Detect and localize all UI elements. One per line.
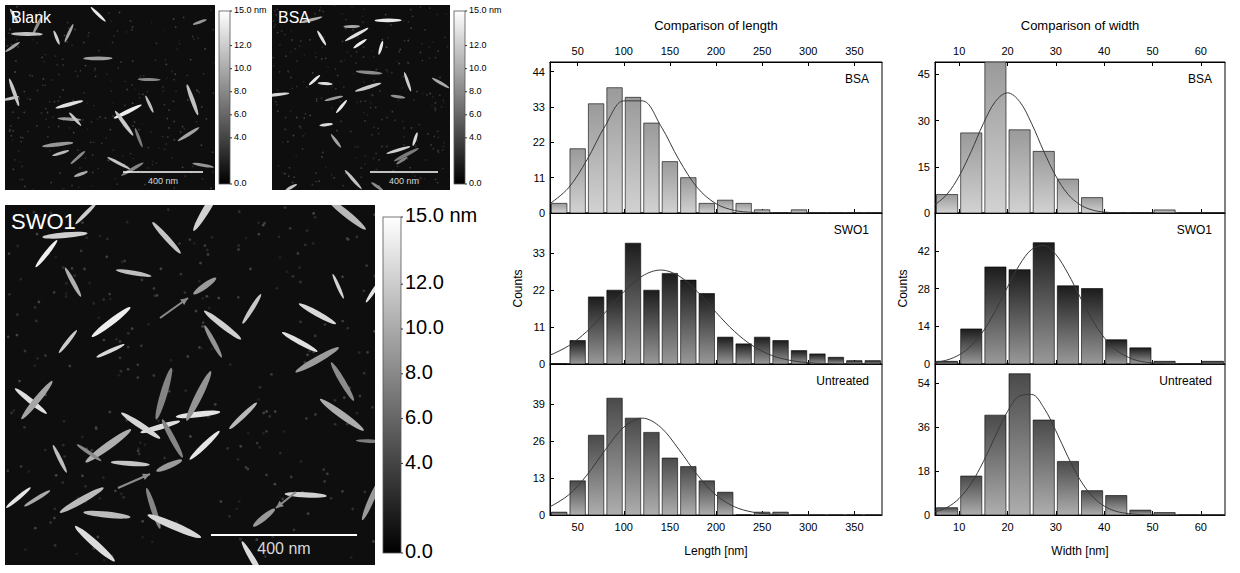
svg-text:39: 39 — [533, 398, 545, 410]
svg-text:10.0: 10.0 — [469, 63, 487, 73]
svg-text:200: 200 — [707, 45, 725, 57]
svg-text:SWO1: SWO1 — [834, 223, 870, 237]
svg-text:14: 14 — [918, 320, 930, 332]
svg-text:54: 54 — [918, 377, 930, 389]
svg-text:0: 0 — [924, 509, 930, 521]
svg-text:400 nm: 400 nm — [148, 176, 178, 186]
svg-text:0.0: 0.0 — [405, 540, 433, 562]
svg-text:15.0 nm: 15.0 nm — [469, 5, 502, 15]
svg-text:Counts: Counts — [896, 269, 910, 307]
svg-text:400 nm: 400 nm — [389, 176, 419, 186]
svg-text:150: 150 — [661, 521, 679, 533]
svg-text:60: 60 — [1195, 45, 1207, 57]
svg-text:SWO1: SWO1 — [1177, 223, 1213, 237]
svg-text:33: 33 — [533, 101, 545, 113]
svg-text:250: 250 — [753, 45, 771, 57]
svg-text:250: 250 — [753, 521, 771, 533]
svg-text:Length [nm]: Length [nm] — [684, 544, 747, 558]
svg-text:40: 40 — [1098, 45, 1110, 57]
svg-text:6.0: 6.0 — [234, 109, 247, 119]
svg-text:20: 20 — [1001, 521, 1013, 533]
svg-text:0: 0 — [539, 207, 545, 219]
svg-text:18: 18 — [918, 465, 930, 477]
svg-text:Untreated: Untreated — [816, 374, 869, 388]
svg-text:0: 0 — [539, 358, 545, 370]
svg-text:12.0: 12.0 — [405, 271, 444, 293]
svg-text:22: 22 — [533, 136, 545, 148]
svg-text:400 nm: 400 nm — [257, 540, 310, 557]
svg-text:Comparison of length: Comparison of length — [654, 18, 778, 33]
svg-text:42: 42 — [918, 245, 930, 257]
svg-text:11: 11 — [534, 321, 545, 333]
svg-text:150: 150 — [661, 45, 679, 57]
svg-text:50: 50 — [1146, 45, 1158, 57]
svg-text:12.0: 12.0 — [234, 40, 252, 50]
svg-text:36: 36 — [918, 421, 930, 433]
svg-text:SWO1: SWO1 — [11, 209, 76, 234]
svg-text:60: 60 — [1195, 521, 1207, 533]
svg-text:50: 50 — [572, 521, 584, 533]
svg-text:Blank: Blank — [11, 9, 52, 26]
svg-text:Width [nm]: Width [nm] — [1051, 544, 1108, 558]
svg-text:100: 100 — [615, 521, 633, 533]
svg-text:30: 30 — [918, 115, 930, 127]
svg-text:8.0: 8.0 — [234, 86, 247, 96]
svg-text:10: 10 — [953, 521, 965, 533]
svg-text:8.0: 8.0 — [469, 86, 482, 96]
svg-text:44: 44 — [533, 66, 545, 78]
svg-text:6.0: 6.0 — [405, 406, 433, 428]
svg-text:0.0: 0.0 — [469, 178, 482, 188]
svg-text:12.0: 12.0 — [469, 40, 487, 50]
svg-text:200: 200 — [707, 521, 725, 533]
svg-text:50: 50 — [1146, 521, 1158, 533]
svg-text:0.0: 0.0 — [234, 178, 247, 188]
svg-text:33: 33 — [533, 247, 545, 259]
svg-text:10.0: 10.0 — [405, 316, 444, 338]
svg-text:100: 100 — [615, 45, 633, 57]
svg-text:10.0: 10.0 — [234, 63, 252, 73]
svg-text:6.0: 6.0 — [469, 109, 482, 119]
svg-text:13: 13 — [533, 472, 545, 484]
svg-text:4.0: 4.0 — [234, 132, 247, 142]
svg-text:0: 0 — [539, 509, 545, 521]
svg-text:350: 350 — [845, 45, 863, 57]
svg-text:0: 0 — [924, 207, 930, 219]
svg-text:10: 10 — [953, 45, 965, 57]
svg-text:300: 300 — [799, 45, 817, 57]
svg-text:BSA: BSA — [278, 9, 310, 26]
svg-text:40: 40 — [1098, 521, 1110, 533]
svg-text:15.0 nm: 15.0 nm — [405, 204, 477, 226]
svg-text:4.0: 4.0 — [469, 132, 482, 142]
svg-text:Untreated: Untreated — [1159, 374, 1212, 388]
svg-text:8.0: 8.0 — [405, 361, 433, 383]
svg-text:50: 50 — [572, 45, 584, 57]
svg-text:300: 300 — [799, 521, 817, 533]
svg-text:22: 22 — [533, 284, 545, 296]
svg-text:30: 30 — [1050, 521, 1062, 533]
svg-text:0: 0 — [924, 358, 930, 370]
svg-text:26: 26 — [533, 435, 545, 447]
svg-text:15.0 nm: 15.0 nm — [234, 5, 267, 15]
svg-text:BSA: BSA — [1188, 72, 1212, 86]
svg-text:350: 350 — [845, 521, 863, 533]
svg-text:28: 28 — [918, 283, 930, 295]
svg-text:45: 45 — [918, 68, 930, 80]
svg-text:20: 20 — [1001, 45, 1013, 57]
svg-text:Comparison of width: Comparison of width — [1021, 18, 1140, 33]
svg-text:Counts: Counts — [511, 269, 525, 307]
svg-text:4.0: 4.0 — [405, 451, 433, 473]
svg-text:BSA: BSA — [845, 72, 869, 86]
svg-text:15: 15 — [918, 161, 930, 173]
svg-text:30: 30 — [1050, 45, 1062, 57]
svg-text:11: 11 — [534, 172, 545, 184]
